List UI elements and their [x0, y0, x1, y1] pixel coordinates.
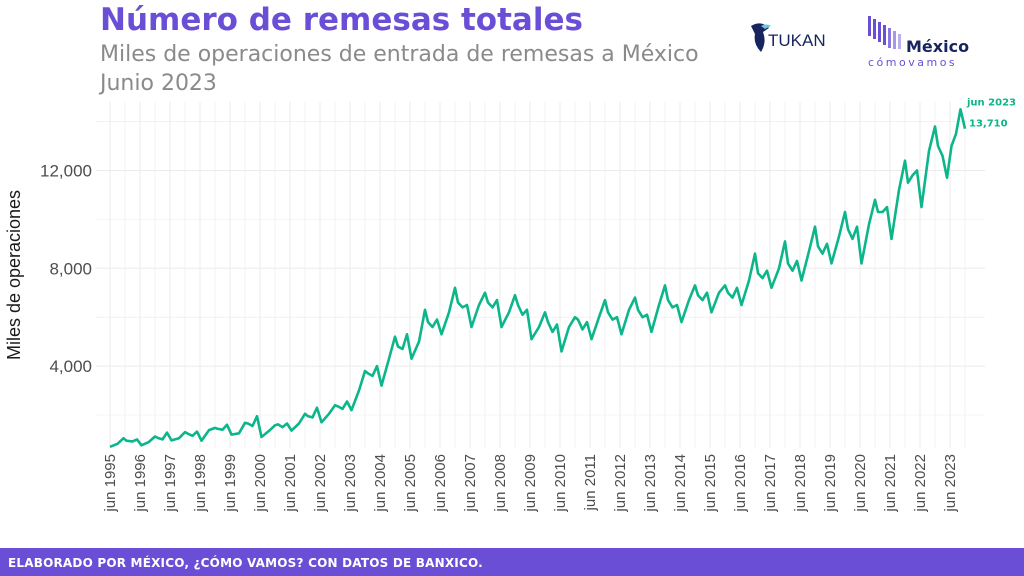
last-point-date-label: jun 2023	[966, 97, 1016, 108]
tukan-logo: TUKAN	[751, 23, 826, 52]
x-tick-label: jun 2013	[642, 454, 659, 513]
x-tick-label: jun 2009	[522, 454, 539, 513]
x-tick-label: jun 2010	[552, 454, 569, 513]
toucan-beak-icon	[761, 24, 771, 29]
x-tick-label: jun 2003	[342, 454, 359, 513]
subtitle-line-1: Miles de operaciones de entrada de remes…	[100, 42, 699, 67]
bars-icon	[868, 16, 901, 49]
chart-subtitle: Miles de operaciones de entrada de remes…	[100, 40, 699, 98]
x-tick-label: jun 2008	[492, 454, 509, 513]
y-axis-ticks: 4,000 8,000 12,000	[40, 161, 92, 376]
x-tick-label: jun 2004	[372, 454, 389, 513]
x-tick-label: jun 2002	[312, 454, 329, 513]
series-line	[109, 108, 967, 449]
x-tick-label: jun 2020	[852, 454, 869, 513]
x-tick-label: jun 2015	[702, 454, 719, 513]
grid	[96, 102, 985, 448]
x-tick-label: jun 2012	[612, 454, 629, 513]
x-tick-label: jun 2022	[912, 454, 929, 513]
x-tick-label: jun 1997	[162, 454, 179, 513]
x-tick-label: jun 1999	[222, 454, 239, 513]
x-axis-ticks: jun 1995 jun 1996 jun 1997 jun 1998 jun 1999…	[102, 454, 959, 513]
subtitle-line-2: Junio 2023	[100, 71, 217, 96]
y-tick-label: 12,000	[40, 161, 92, 180]
x-tick-label: jun 2005	[402, 454, 419, 513]
x-tick-label: jun 2018	[792, 454, 809, 513]
chart-title: Número de remesas totales	[100, 2, 583, 38]
x-tick-label: jun 2021	[882, 454, 899, 513]
x-tick-label: jun 2011	[582, 454, 599, 511]
x-tick-label: jun 1998	[192, 454, 209, 513]
y-tick-label: 4,000	[49, 357, 92, 376]
logo-mexico-text: México	[906, 37, 969, 56]
x-tick-label: jun 1996	[132, 454, 149, 513]
x-tick-label: jun 2007	[462, 454, 479, 513]
tukan-wordmark: TUKAN	[768, 31, 826, 50]
x-tick-label: jun 2016	[732, 454, 749, 513]
logo-comovamos-text: cómovamos	[868, 56, 957, 69]
x-tick-label: jun 2001	[282, 454, 299, 513]
x-tick-label: jun 2000	[252, 454, 269, 513]
x-tick-label: jun 1995	[102, 454, 119, 513]
footer-source-text: ELABORADO POR MÉXICO, ¿CÓMO VAMOS? CON D…	[8, 556, 483, 570]
x-tick-label: jun 2019	[822, 454, 839, 513]
x-tick-label: jun 2014	[672, 454, 689, 513]
last-point-value-label: 13,710	[969, 119, 1008, 130]
y-axis-label: Miles de operaciones	[4, 190, 24, 360]
y-tick-label: 8,000	[49, 259, 92, 278]
x-tick-label: jun 2017	[762, 454, 779, 513]
footer-bar: ELABORADO POR MÉXICO, ¿CÓMO VAMOS? CON D…	[0, 548, 1024, 576]
x-tick-label: jun 2023	[942, 454, 959, 513]
toucan-icon	[751, 23, 769, 52]
mexico-como-vamos-logo: México cómovamos	[868, 16, 969, 69]
x-tick-label: jun 2006	[432, 454, 449, 513]
